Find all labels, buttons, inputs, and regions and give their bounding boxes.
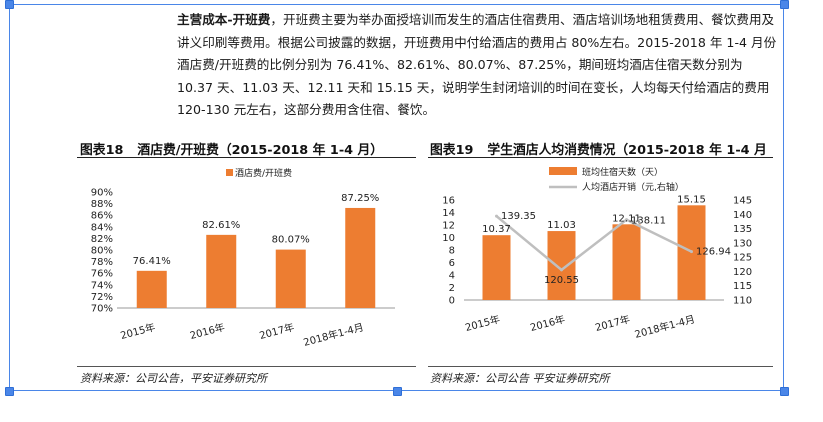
series-line — [495, 215, 693, 272]
bar — [482, 235, 511, 300]
y-tick-label: 88% — [91, 199, 113, 210]
y-left-tick-label: 14 — [442, 208, 455, 219]
legend-label-line: 人均酒店开销（元,右轴） — [582, 181, 684, 193]
y-left-tick-label: 0 — [449, 296, 455, 307]
legend-swatch — [226, 169, 233, 176]
x-tick-label: 2016年 — [529, 312, 567, 334]
x-tick-label: 2016年 — [188, 320, 226, 342]
data-label: 80.07% — [272, 235, 310, 246]
figure19-number: 图表19 — [430, 143, 474, 158]
legend-label: 酒店费/开班费 — [235, 167, 292, 179]
resize-handle-bottom-left[interactable] — [5, 387, 14, 396]
bar-data-label: 10.37 — [482, 224, 511, 235]
line-data-label: 139.35 — [501, 211, 536, 222]
y-left-tick-label: 4 — [449, 271, 455, 282]
resize-handle-top-left[interactable] — [5, 0, 14, 9]
body-paragraph: 主营成本-开班费，开班费主要为举办面授培训而发生的酒店住宿费用、酒店培训场地租赁… — [177, 9, 777, 122]
bar — [547, 231, 576, 300]
x-tick-label: 2017年 — [258, 320, 296, 342]
x-tick-label: 2015年 — [119, 320, 157, 342]
bar-data-label: 12.11 — [612, 213, 641, 224]
bar — [275, 249, 306, 308]
figure19-top-rule — [428, 157, 773, 158]
figure18-title: 酒店费/开班费（2015-2018 年 1-4 月） — [137, 143, 384, 158]
y-right-tick-label: 125 — [733, 253, 752, 264]
data-label: 87.25% — [341, 193, 379, 204]
data-label: 82.61% — [202, 220, 240, 231]
line-data-label: 120.55 — [544, 275, 579, 286]
line-point — [625, 218, 628, 222]
line-data-label: 138.11 — [631, 216, 666, 227]
y-right-tick-label: 135 — [733, 224, 752, 235]
resize-handle-bottom-middle[interactable] — [393, 387, 402, 396]
y-tick-label: 70% — [91, 304, 113, 315]
y-left-tick-label: 2 — [449, 283, 455, 294]
chart-hotel-fee-ratio: 酒店费/开班费 70%72%74%76%78%80%82%84%86%88%90%… — [91, 167, 395, 349]
data-label: 76.41% — [133, 256, 171, 267]
y-right-tick-label: 145 — [733, 196, 752, 207]
line-point — [690, 250, 693, 254]
y-right-tick-label: 110 — [733, 296, 752, 307]
y-right-tick-label: 140 — [733, 210, 752, 221]
figure19-heading: 图表19 学生酒店人均消费情况（2015-2018 年 1-4 月 — [430, 139, 767, 158]
bar — [345, 207, 376, 308]
figure18-number: 图表18 — [80, 143, 124, 158]
paragraph-body: ，开班费主要为举办面授培训而发生的酒店住宿费用、酒店培训场地租赁费用、餐饮费用及… — [177, 12, 777, 117]
x-tick-label: 2015年 — [464, 312, 502, 334]
y-left-tick-label: 8 — [449, 246, 455, 257]
bar — [612, 224, 641, 300]
y-right-tick-label: 115 — [733, 281, 752, 292]
y-tick-label: 76% — [91, 269, 113, 280]
x-tick-label: 2017年 — [594, 312, 632, 334]
figure19-source: 资料来源：公司公告 平安证券研究所 — [430, 372, 610, 385]
paragraph-lead: 主营成本-开班费 — [177, 12, 271, 27]
y-right-tick-label: 120 — [733, 267, 752, 278]
y-tick-label: 90% — [91, 188, 113, 199]
y-right-tick-label: 130 — [733, 238, 752, 249]
y-left-tick-label: 12 — [442, 221, 455, 232]
figure19-bottom-rule — [428, 366, 773, 367]
resize-handle-top-right[interactable] — [780, 0, 789, 9]
legend-swatch-bar — [549, 167, 577, 175]
figure18-heading: 图表18 酒店费/开班费（2015-2018 年 1-4 月） — [80, 139, 383, 158]
line-data-label: 126.94 — [696, 247, 731, 258]
bar-data-label: 11.03 — [547, 220, 576, 231]
legend-label-bar: 班均住宿天数（天） — [582, 166, 663, 178]
y-tick-label: 84% — [91, 222, 113, 233]
y-tick-label: 74% — [91, 280, 113, 291]
y-left-tick-label: 6 — [449, 258, 455, 269]
resize-handle-bottom-right[interactable] — [780, 387, 789, 396]
y-left-tick-label: 10 — [442, 233, 455, 244]
x-tick-label: 2018年1-4月 — [302, 320, 365, 349]
line-point — [560, 268, 563, 272]
y-tick-label: 82% — [91, 234, 113, 245]
figure19-title: 学生酒店人均消费情况（2015-2018 年 1-4 月 — [487, 143, 767, 158]
x-tick-label: 2018年1-4月 — [633, 312, 696, 341]
y-tick-label: 80% — [91, 246, 113, 257]
y-tick-label: 72% — [91, 292, 113, 303]
line-point — [495, 214, 498, 218]
bar-data-label: 15.15 — [677, 194, 706, 205]
bar — [206, 234, 237, 308]
y-tick-label: 78% — [91, 257, 113, 268]
y-tick-label: 86% — [91, 211, 113, 222]
y-left-tick-label: 16 — [442, 196, 455, 207]
figure18-source: 资料来源：公司公告，平安证券研究所 — [80, 372, 267, 385]
bar — [136, 270, 167, 308]
figure18-top-rule — [77, 157, 416, 158]
figure18-bottom-rule — [77, 366, 416, 367]
